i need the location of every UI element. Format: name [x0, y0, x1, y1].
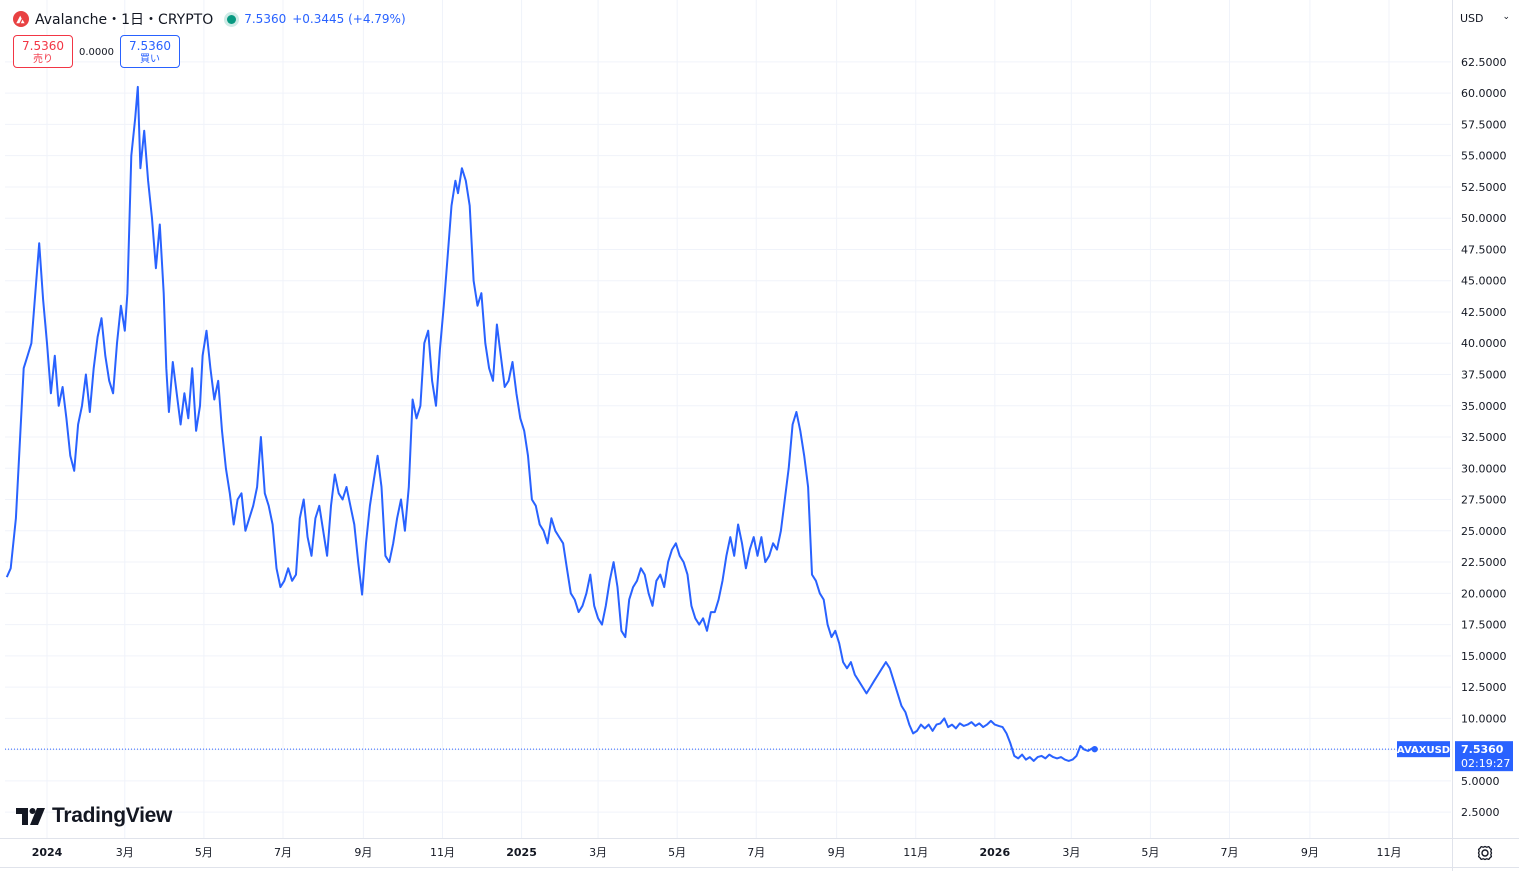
- x-tick-label: 2025: [506, 846, 537, 859]
- x-tick-label: 7月: [1221, 846, 1239, 859]
- x-tick-label: 9月: [354, 846, 372, 859]
- x-tick-label: 2026: [980, 846, 1011, 859]
- chart-series: [5, 85, 1451, 762]
- y-tick-label: 17.5000: [1461, 619, 1507, 632]
- symbol-header: Avalanche・1日・CRYPTO 7.5360 +0.3445 (+4.7…: [13, 9, 406, 29]
- currency-label: USD: [1460, 12, 1484, 25]
- price-axis: 2.50005.00007.500010.000012.500015.00001…: [1397, 0, 1513, 871]
- avalanche-logo-icon: [13, 11, 29, 27]
- tradingview-logo[interactable]: TradingView: [16, 804, 172, 828]
- buy-price: 7.5360: [129, 39, 171, 53]
- y-tick-label: 57.5000: [1461, 118, 1507, 131]
- y-tick-label: 40.0000: [1461, 337, 1507, 350]
- y-tick-label: 52.5000: [1461, 181, 1507, 194]
- price-tag-label: 7.5360: [1461, 743, 1504, 756]
- x-tick-label: 11月: [430, 846, 455, 859]
- y-tick-label: 32.5000: [1461, 431, 1507, 444]
- y-tick-label: 62.5000: [1461, 56, 1507, 69]
- sell-price: 7.5360: [22, 39, 64, 53]
- y-tick-label: 35.0000: [1461, 400, 1507, 413]
- time-axis: 2024 3月 5月 7月 9月 11月 2025 3月 5月 7月 9月 11月 2026 3月 5月 7月…: [0, 838, 1519, 868]
- y-tick-label: 15.0000: [1461, 650, 1507, 663]
- y-tick-label: 5.0000: [1461, 775, 1500, 788]
- y-tick-label: 47.5000: [1461, 243, 1507, 256]
- x-tick-label: 3月: [589, 846, 607, 859]
- x-tick-label: 3月: [116, 846, 134, 859]
- symbol-tag-bg: [1397, 741, 1450, 758]
- last-price-marker: [1091, 745, 1098, 753]
- brand-wordmark: TradingView: [52, 804, 173, 827]
- y-tick-label: 25.0000: [1461, 525, 1507, 538]
- x-tick-label: 11月: [903, 846, 928, 859]
- price-change: +0.3445 (+4.79%): [292, 12, 406, 26]
- y-tick-label: 37.5000: [1461, 369, 1507, 382]
- x-tick-label: 2024: [32, 846, 63, 859]
- symbol-tag-label: AVAXUSD: [1397, 745, 1450, 756]
- buy-button[interactable]: 7.5360 買い: [120, 35, 180, 68]
- chart-grid: [5, 0, 1451, 838]
- sell-button[interactable]: 7.5360 売り: [13, 35, 73, 68]
- x-tick-label: 5月: [668, 846, 686, 859]
- buy-label: 買い: [140, 54, 160, 65]
- y-tick-label: 42.5000: [1461, 306, 1507, 319]
- settings-gear-icon[interactable]: [1474, 842, 1496, 864]
- sell-label: 売り: [33, 54, 53, 65]
- x-tick-label: 5月: [195, 846, 213, 859]
- tradingview-logo-icon: [16, 807, 45, 825]
- y-tick-label: 55.0000: [1461, 150, 1507, 163]
- x-tick-label: 7月: [747, 846, 765, 859]
- countdown-label: 02:19:27: [1461, 757, 1510, 770]
- y-tick-label: 10.0000: [1461, 712, 1507, 725]
- y-tick-label: 50.0000: [1461, 212, 1507, 225]
- x-tick-label: 7月: [274, 846, 292, 859]
- price-tag-bg: [1455, 741, 1513, 772]
- y-tick-label: 2.5000: [1461, 806, 1500, 819]
- y-tick-label: 30.0000: [1461, 462, 1507, 475]
- symbol-title[interactable]: Avalanche・1日・CRYPTO: [35, 12, 214, 28]
- price-line[interactable]: [5, 85, 1095, 762]
- x-tick-label: 3月: [1062, 846, 1080, 859]
- currency-selector[interactable]: USD ⌄: [1453, 5, 1515, 30]
- chevron-down-icon: ⌄: [1502, 12, 1510, 22]
- x-tick-label: 9月: [1301, 846, 1319, 859]
- y-tick-label: 20.0000: [1461, 587, 1507, 600]
- y-tick-label: 27.5000: [1461, 494, 1507, 507]
- y-tick-label: 22.5000: [1461, 556, 1507, 569]
- market-status-dot: [227, 14, 237, 24]
- y-tick-label: 12.5000: [1461, 681, 1507, 694]
- y-tick-label: 45.0000: [1461, 275, 1507, 288]
- x-tick-label: 5月: [1141, 846, 1159, 859]
- spread-value: 0.0000: [79, 47, 114, 58]
- last-price: 7.5360: [244, 12, 287, 26]
- x-tick-label: 9月: [828, 846, 846, 859]
- y-tick-label: 60.0000: [1461, 87, 1507, 100]
- x-tick-label: 11月: [1377, 846, 1402, 859]
